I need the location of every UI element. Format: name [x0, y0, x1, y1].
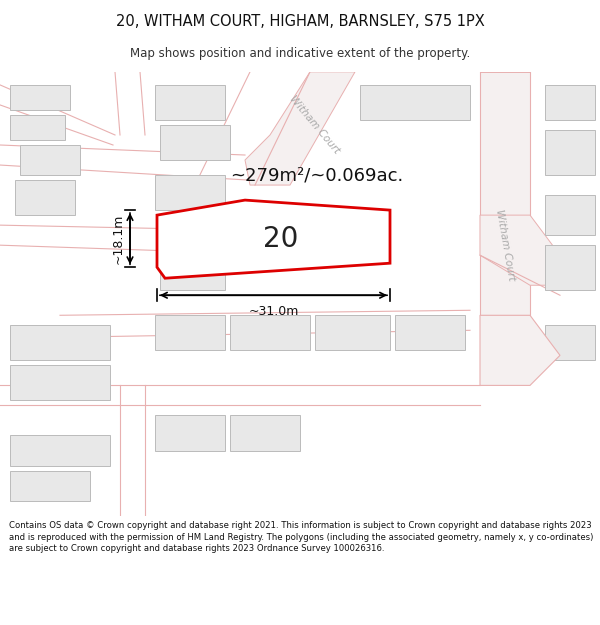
- Polygon shape: [20, 145, 80, 175]
- Text: ~18.1m: ~18.1m: [112, 214, 125, 264]
- Polygon shape: [155, 315, 225, 351]
- Polygon shape: [545, 195, 595, 235]
- Polygon shape: [480, 315, 560, 386]
- Polygon shape: [360, 85, 470, 120]
- Text: 20: 20: [263, 225, 298, 253]
- Text: Witham Court: Witham Court: [288, 94, 342, 156]
- Polygon shape: [545, 245, 595, 290]
- Polygon shape: [160, 255, 225, 290]
- Text: Witham Court: Witham Court: [494, 209, 516, 282]
- Text: Contains OS data © Crown copyright and database right 2021. This information is : Contains OS data © Crown copyright and d…: [9, 521, 593, 553]
- Text: Map shows position and indicative extent of the property.: Map shows position and indicative extent…: [130, 48, 470, 61]
- Polygon shape: [10, 115, 65, 140]
- Polygon shape: [155, 416, 225, 451]
- Polygon shape: [15, 180, 75, 215]
- Polygon shape: [545, 85, 595, 120]
- Polygon shape: [545, 325, 595, 361]
- Polygon shape: [245, 72, 355, 185]
- Polygon shape: [10, 85, 70, 110]
- Polygon shape: [155, 85, 225, 120]
- Polygon shape: [10, 471, 90, 501]
- Polygon shape: [160, 125, 230, 160]
- Polygon shape: [10, 366, 110, 401]
- Polygon shape: [157, 200, 390, 278]
- Polygon shape: [10, 436, 110, 466]
- Polygon shape: [545, 130, 595, 175]
- Polygon shape: [395, 315, 465, 351]
- Polygon shape: [480, 72, 530, 315]
- Polygon shape: [155, 175, 225, 210]
- Polygon shape: [230, 416, 300, 451]
- Polygon shape: [230, 315, 310, 351]
- Polygon shape: [160, 215, 225, 250]
- Polygon shape: [10, 325, 110, 361]
- Text: 20, WITHAM COURT, HIGHAM, BARNSLEY, S75 1PX: 20, WITHAM COURT, HIGHAM, BARNSLEY, S75 …: [116, 14, 484, 29]
- Text: ~279m²/~0.069ac.: ~279m²/~0.069ac.: [230, 166, 403, 184]
- Polygon shape: [480, 215, 560, 285]
- Polygon shape: [315, 315, 390, 351]
- Text: ~31.0m: ~31.0m: [248, 305, 299, 318]
